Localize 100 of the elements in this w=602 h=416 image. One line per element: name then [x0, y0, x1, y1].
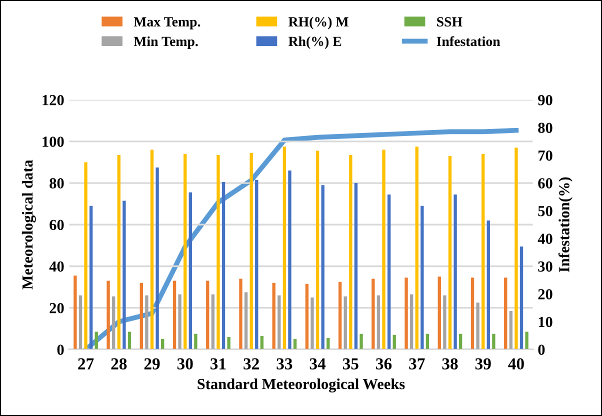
bar — [470, 278, 474, 350]
y-tick-label: 60 — [50, 220, 64, 230]
bar — [293, 339, 297, 350]
bar — [326, 338, 330, 350]
legend-label: Infestation — [436, 36, 500, 46]
bar — [282, 146, 286, 350]
bar — [188, 192, 192, 350]
bar — [504, 278, 508, 350]
bar — [78, 295, 82, 350]
bar — [426, 334, 430, 350]
x-tick-label: 40 — [508, 358, 524, 370]
bar — [459, 334, 462, 350]
bar — [438, 276, 441, 350]
bar — [382, 150, 386, 350]
x-tick-label: 29 — [144, 358, 160, 370]
bar — [476, 302, 480, 350]
bar — [145, 295, 148, 350]
bar — [354, 183, 358, 350]
x-tick-label: 28 — [111, 358, 127, 370]
bar — [244, 292, 248, 350]
y2-tick-label: 20 — [538, 289, 552, 300]
legend-label: Min Temp. — [134, 36, 198, 49]
bar — [321, 185, 324, 350]
x-tick-label: 30 — [177, 358, 193, 370]
bar — [520, 246, 524, 350]
bar — [84, 162, 88, 350]
x-tick-label: 31 — [210, 358, 226, 370]
bar — [415, 146, 418, 350]
bar — [255, 180, 258, 350]
bar — [448, 156, 452, 350]
bar — [239, 278, 242, 350]
bar — [94, 332, 98, 350]
y2-tick-label: 40 — [538, 234, 552, 244]
y2-tick-label: 90 — [538, 94, 552, 106]
bar — [344, 296, 347, 350]
x-tick-label: 37 — [409, 358, 425, 370]
bar — [310, 297, 314, 350]
legend-label: RH(%) M — [288, 16, 348, 30]
legend-label: Rh(%) E — [288, 36, 342, 49]
y-tick-label: 20 — [50, 302, 64, 314]
y2-tick-label: 60 — [538, 178, 552, 188]
y2-axis-title: Infestation(%) — [558, 177, 572, 272]
bar — [454, 194, 457, 350]
bar — [525, 332, 528, 350]
bar — [194, 334, 198, 350]
bar — [349, 154, 352, 350]
bar — [482, 154, 485, 350]
x-tick-label: 27 — [78, 358, 94, 370]
bar — [211, 294, 215, 350]
y-tick-label: 100 — [42, 136, 64, 147]
y-tick-label: 120 — [42, 94, 64, 106]
x-tick-label: 38 — [442, 358, 458, 370]
bar — [410, 294, 414, 350]
bar — [172, 280, 176, 350]
bar — [117, 154, 120, 350]
bar — [122, 200, 126, 350]
bar — [150, 150, 154, 350]
y2-tick-label: 0 — [538, 344, 545, 355]
x-tick-label: 36 — [376, 358, 392, 370]
x-tick-label: 32 — [244, 358, 259, 370]
bar — [420, 206, 424, 350]
bar — [360, 334, 363, 350]
bar — [486, 220, 490, 350]
bar — [128, 332, 132, 350]
x-tick-label: 34 — [310, 358, 326, 370]
bar — [316, 150, 320, 350]
bar — [278, 295, 281, 350]
x-tick-label: 33 — [276, 358, 292, 370]
y2-tick-label: 80 — [538, 122, 552, 134]
bar — [250, 152, 253, 350]
y2-tick-label: 70 — [538, 150, 552, 161]
x-tick-label: 39 — [475, 358, 491, 370]
bar — [387, 194, 391, 350]
bar — [514, 148, 518, 350]
legend-label: Max Temp. — [134, 17, 200, 30]
bar — [260, 336, 264, 350]
y2-tick-label: 10 — [538, 316, 552, 328]
y-tick-label: 80 — [50, 178, 64, 188]
bar — [227, 336, 230, 350]
bar — [272, 282, 276, 350]
bar — [74, 276, 77, 350]
bar — [216, 154, 220, 350]
y-axis-title: Meteorological data — [22, 160, 36, 290]
bar — [376, 295, 380, 350]
bar — [305, 284, 309, 350]
bar — [140, 282, 143, 350]
legend-label: SSH — [437, 17, 462, 27]
bar — [509, 310, 513, 350]
bar — [206, 280, 210, 350]
y2-tick-label: 30 — [538, 261, 552, 272]
bar — [492, 334, 496, 350]
bar — [161, 339, 164, 350]
bar — [372, 278, 375, 350]
bar — [404, 278, 408, 350]
bar — [338, 282, 342, 350]
bar — [112, 296, 116, 350]
bar — [392, 334, 396, 350]
bar — [156, 167, 159, 350]
bar — [288, 170, 292, 350]
bar — [222, 182, 226, 350]
